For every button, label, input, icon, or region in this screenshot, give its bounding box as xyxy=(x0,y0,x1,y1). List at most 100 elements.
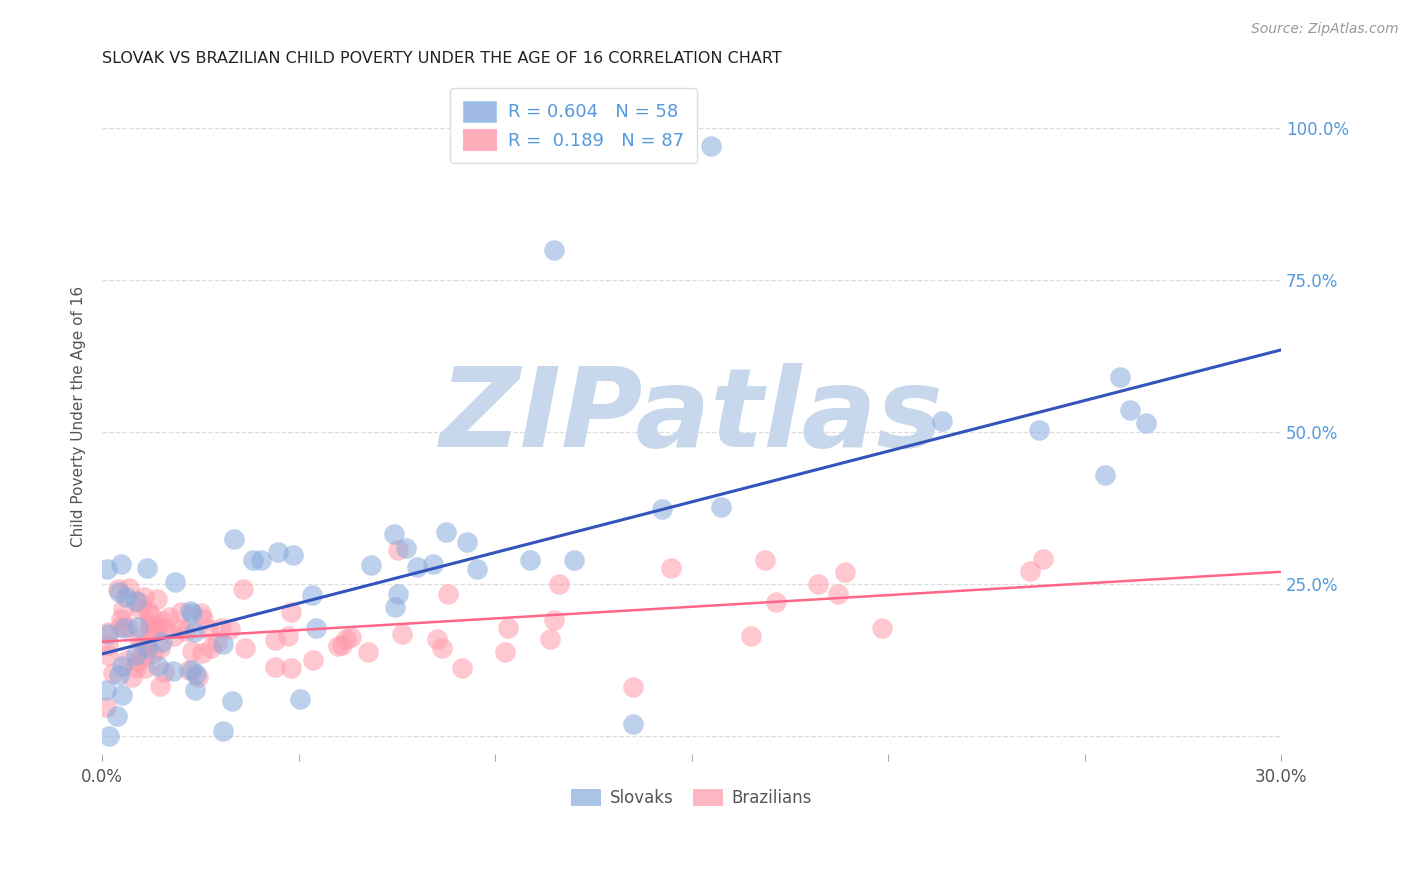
Point xyxy=(97,729,120,743)
Point xyxy=(340,630,363,644)
Point xyxy=(222,532,245,546)
Point xyxy=(139,608,162,623)
Point xyxy=(1032,552,1054,566)
Point xyxy=(94,682,117,697)
Point xyxy=(115,653,138,667)
Point xyxy=(422,557,444,571)
Point xyxy=(191,646,214,660)
Point xyxy=(190,607,212,621)
Point xyxy=(621,716,644,731)
Point xyxy=(146,592,169,607)
Point xyxy=(335,632,357,647)
Point xyxy=(131,639,153,653)
Point xyxy=(197,622,219,636)
Point xyxy=(288,692,311,706)
Point xyxy=(132,648,155,662)
Point xyxy=(207,635,229,649)
Point xyxy=(108,584,131,599)
Point xyxy=(496,622,519,636)
Point xyxy=(187,670,209,684)
Point xyxy=(138,616,160,631)
Point xyxy=(221,694,243,708)
Point xyxy=(150,635,173,649)
Point xyxy=(125,593,148,607)
Point xyxy=(621,681,644,695)
Point xyxy=(105,708,128,723)
Point xyxy=(212,724,235,739)
Point xyxy=(426,632,449,646)
Point xyxy=(740,629,762,643)
Point xyxy=(163,629,186,643)
Point xyxy=(387,543,409,558)
Point xyxy=(97,638,120,652)
Point xyxy=(233,640,256,655)
Point xyxy=(357,644,380,658)
Point xyxy=(1135,416,1157,430)
Point xyxy=(149,679,172,693)
Point xyxy=(127,619,149,633)
Point xyxy=(111,602,134,616)
Point xyxy=(543,243,565,257)
Point xyxy=(162,664,184,678)
Point xyxy=(267,545,290,559)
Point xyxy=(242,553,264,567)
Point xyxy=(232,582,254,596)
Point xyxy=(193,612,215,626)
Point xyxy=(96,561,118,575)
Point xyxy=(651,502,673,516)
Point xyxy=(330,638,353,652)
Text: ZIPatlas: ZIPatlas xyxy=(440,363,943,470)
Point xyxy=(128,595,150,609)
Text: Source: ZipAtlas.com: Source: ZipAtlas.com xyxy=(1251,22,1399,37)
Point xyxy=(264,633,287,648)
Point xyxy=(134,591,156,605)
Point xyxy=(264,660,287,674)
Point xyxy=(281,548,304,562)
Point xyxy=(110,612,132,626)
Point xyxy=(219,622,242,636)
Point xyxy=(212,637,235,651)
Point xyxy=(1109,370,1132,384)
Point xyxy=(110,557,132,571)
Point xyxy=(141,624,163,639)
Point xyxy=(114,590,136,604)
Point xyxy=(121,670,143,684)
Legend: Slovaks, Brazilians: Slovaks, Brazilians xyxy=(565,782,818,814)
Point xyxy=(135,638,157,652)
Point xyxy=(107,582,129,596)
Point xyxy=(136,641,159,656)
Point xyxy=(301,652,323,666)
Point xyxy=(127,654,149,668)
Point xyxy=(125,659,148,673)
Text: SLOVAK VS BRAZILIAN CHILD POVERTY UNDER THE AGE OF 16 CORRELATION CHART: SLOVAK VS BRAZILIAN CHILD POVERTY UNDER … xyxy=(103,51,782,66)
Point xyxy=(157,610,180,624)
Point xyxy=(434,524,457,539)
Point xyxy=(807,577,830,591)
Point xyxy=(451,660,474,674)
Point xyxy=(437,587,460,601)
Point xyxy=(97,624,120,639)
Point xyxy=(834,565,856,579)
Point xyxy=(177,663,200,677)
Point xyxy=(543,613,565,627)
Point xyxy=(184,667,207,681)
Point xyxy=(179,604,201,618)
Point xyxy=(406,560,429,574)
Point xyxy=(1094,468,1116,483)
Point xyxy=(659,561,682,575)
Point xyxy=(200,640,222,655)
Point xyxy=(103,666,125,681)
Point xyxy=(710,500,733,515)
Point xyxy=(112,622,135,636)
Point xyxy=(547,576,569,591)
Point xyxy=(1019,564,1042,578)
Point xyxy=(384,599,406,614)
Point xyxy=(128,632,150,646)
Point xyxy=(108,668,131,682)
Point xyxy=(360,558,382,572)
Point xyxy=(870,622,893,636)
Point xyxy=(111,658,134,673)
Point xyxy=(519,553,541,567)
Point xyxy=(280,605,302,619)
Point xyxy=(1119,403,1142,417)
